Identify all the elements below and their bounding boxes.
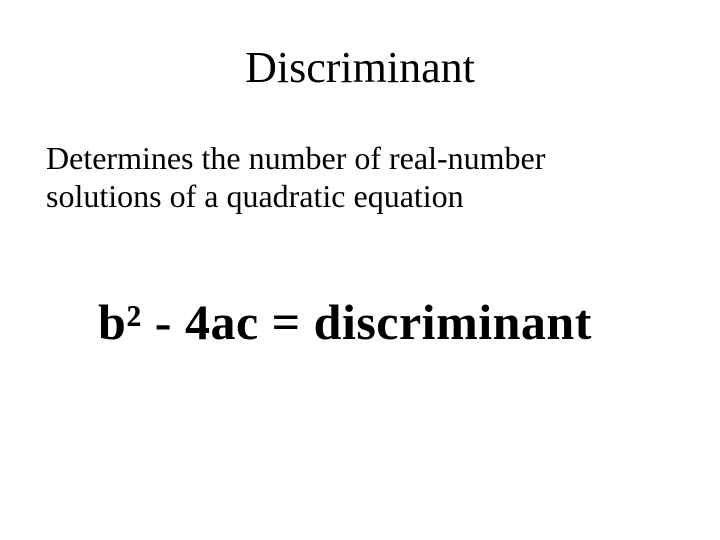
slide-title: Discriminant — [0, 42, 720, 93]
slide-body-text: Determines the number of real-number sol… — [46, 140, 660, 216]
slide: Discriminant Determines the number of re… — [0, 0, 720, 540]
discriminant-formula: b² - 4ac = discriminant — [98, 293, 592, 351]
